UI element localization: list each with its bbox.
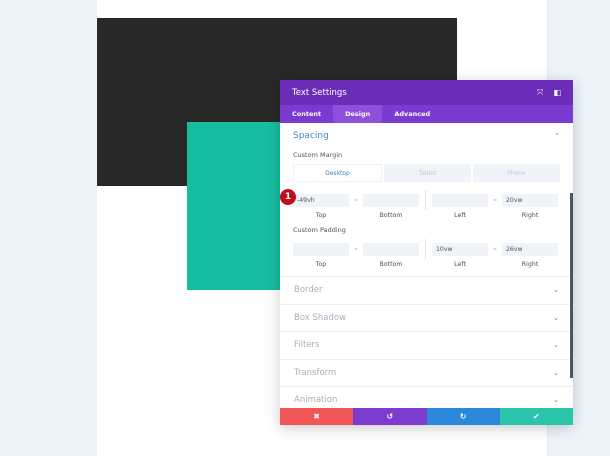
chevron-up-icon: ⌃ <box>554 132 560 140</box>
margin-right-input[interactable]: 20vw <box>502 193 558 207</box>
section-filters[interactable]: Filters ⌄ <box>280 331 573 359</box>
section-transform[interactable]: Transform ⌄ <box>280 358 573 387</box>
caption-right: Right <box>521 212 539 219</box>
step-badge: 1 <box>280 189 296 205</box>
chevron-down-icon: ⌄ <box>553 396 559 405</box>
section-animation[interactable]: Animation ⌄ <box>280 386 573 408</box>
padding-left-input[interactable]: 10vw <box>432 242 488 256</box>
divider <box>425 239 426 259</box>
text-settings-modal: Text Settings ⤧ ◧ Content Design Advanced… <box>280 80 573 425</box>
device-phone[interactable]: Phone <box>473 164 560 182</box>
tab-advanced[interactable]: Advanced <box>394 110 431 118</box>
save-button[interactable]: ✔ <box>499 408 573 425</box>
section-box-shadow[interactable]: Box Shadow ⌄ <box>280 303 573 332</box>
caption-right: Right <box>521 261 539 268</box>
caption-bottom: Bottom <box>379 261 403 268</box>
link-icon[interactable]: ⚭ <box>492 245 498 253</box>
link-icon[interactable]: ⚭ <box>492 196 498 204</box>
scrollbar[interactable] <box>570 193 573 378</box>
chevron-down-icon: ⌄ <box>553 368 559 377</box>
padding-right-input[interactable]: 26vw <box>502 242 558 256</box>
link-icon[interactable]: ⚭ <box>353 196 359 204</box>
margin-left-input[interactable] <box>432 193 488 207</box>
margin-top-input[interactable]: -49vh <box>293 193 349 207</box>
section-border[interactable]: Border ⌄ <box>280 276 573 304</box>
sidebar-layout-icon[interactable]: ◧ <box>553 87 561 97</box>
chevron-down-icon: ⌄ <box>553 286 559 295</box>
custom-margin-label: Custom Margin <box>293 151 343 159</box>
spacing-title: Spacing <box>293 131 329 141</box>
redo-button[interactable]: ↻ <box>426 408 500 425</box>
caption-left: Left <box>454 261 466 268</box>
undo-button[interactable]: ↺ <box>353 408 427 425</box>
divider <box>425 190 426 210</box>
cancel-button[interactable]: ✖ <box>280 408 354 425</box>
padding-bottom-input[interactable] <box>363 242 419 256</box>
teal-text-block <box>187 122 297 290</box>
caption-top: Top <box>315 212 327 219</box>
tab-content[interactable]: Content <box>292 110 322 118</box>
padding-top-input[interactable] <box>293 242 349 256</box>
device-desktop[interactable]: Desktop <box>293 164 382 182</box>
caption-left: Left <box>454 212 466 219</box>
device-tablet[interactable]: Tablet <box>384 164 471 182</box>
expand-icon[interactable]: ⤧ <box>537 87 544 97</box>
link-icon[interactable]: ⚭ <box>353 245 359 253</box>
chevron-down-icon: ⌄ <box>553 313 559 322</box>
caption-top: Top <box>315 261 327 268</box>
spacing-section-toggle[interactable]: Spacing ⌃ <box>293 123 560 149</box>
tab-design[interactable]: Design <box>333 105 383 123</box>
modal-header[interactable]: Text Settings ⤧ ◧ <box>280 80 573 105</box>
modal-title: Text Settings <box>292 87 347 98</box>
chevron-down-icon: ⌄ <box>553 341 559 350</box>
caption-bottom: Bottom <box>379 212 403 219</box>
margin-bottom-input[interactable] <box>363 193 419 207</box>
custom-padding-label: Custom Padding <box>293 226 346 234</box>
